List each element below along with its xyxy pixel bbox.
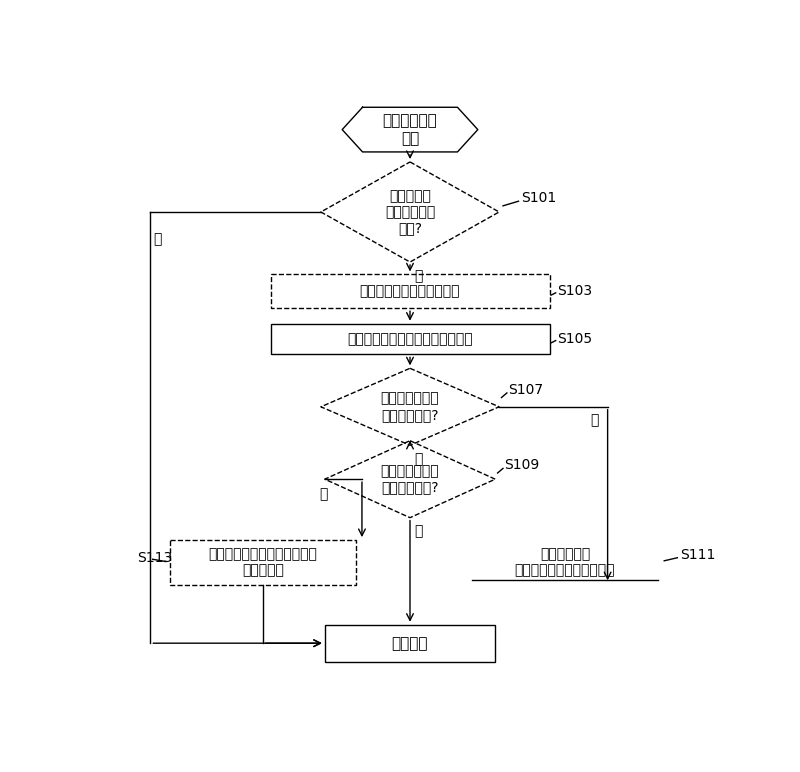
- Text: S101: S101: [521, 191, 556, 205]
- Text: S111: S111: [680, 547, 715, 562]
- Text: S113: S113: [138, 551, 173, 566]
- Text: 输出停止增大
偏移角度值相应的动作指令: 输出停止增大 偏移角度值相应的动作指令: [514, 547, 615, 577]
- Text: 偏移角度值是否
小于最小阈值?: 偏移角度值是否 小于最小阈值?: [381, 464, 439, 494]
- Bar: [270, 274, 550, 308]
- Text: 将倾角检测信号转换为偏移角度值: 将倾角检测信号转换为偏移角度值: [347, 332, 473, 346]
- Text: 是: 是: [319, 488, 328, 502]
- Text: S103: S103: [558, 284, 592, 298]
- Text: 偏移角度值是否
大于最大阈值?: 偏移角度值是否 大于最大阈值?: [381, 391, 439, 422]
- Text: 接收起重机的倾角检测信号: 接收起重机的倾角检测信号: [360, 284, 460, 298]
- Text: 吊载工况模式
开始: 吊载工况模式 开始: [382, 113, 438, 146]
- Text: S105: S105: [558, 332, 592, 346]
- Text: 否: 否: [154, 232, 162, 246]
- Bar: [325, 625, 495, 662]
- Text: 输出停止减小偏移角度值相应
的动作指令: 输出停止减小偏移角度值相应 的动作指令: [208, 547, 317, 577]
- Text: 否: 否: [414, 524, 423, 539]
- Text: 否: 否: [414, 452, 423, 466]
- Text: 是: 是: [414, 269, 423, 283]
- Text: 正常工作: 正常工作: [392, 635, 428, 651]
- Text: 是: 是: [590, 414, 599, 428]
- Text: S107: S107: [509, 383, 543, 397]
- Bar: [170, 540, 356, 584]
- Bar: [270, 323, 550, 354]
- Text: 力矩限制器
是否处在失效
状态?: 力矩限制器 是否处在失效 状态?: [385, 189, 435, 235]
- Text: S109: S109: [505, 459, 540, 472]
